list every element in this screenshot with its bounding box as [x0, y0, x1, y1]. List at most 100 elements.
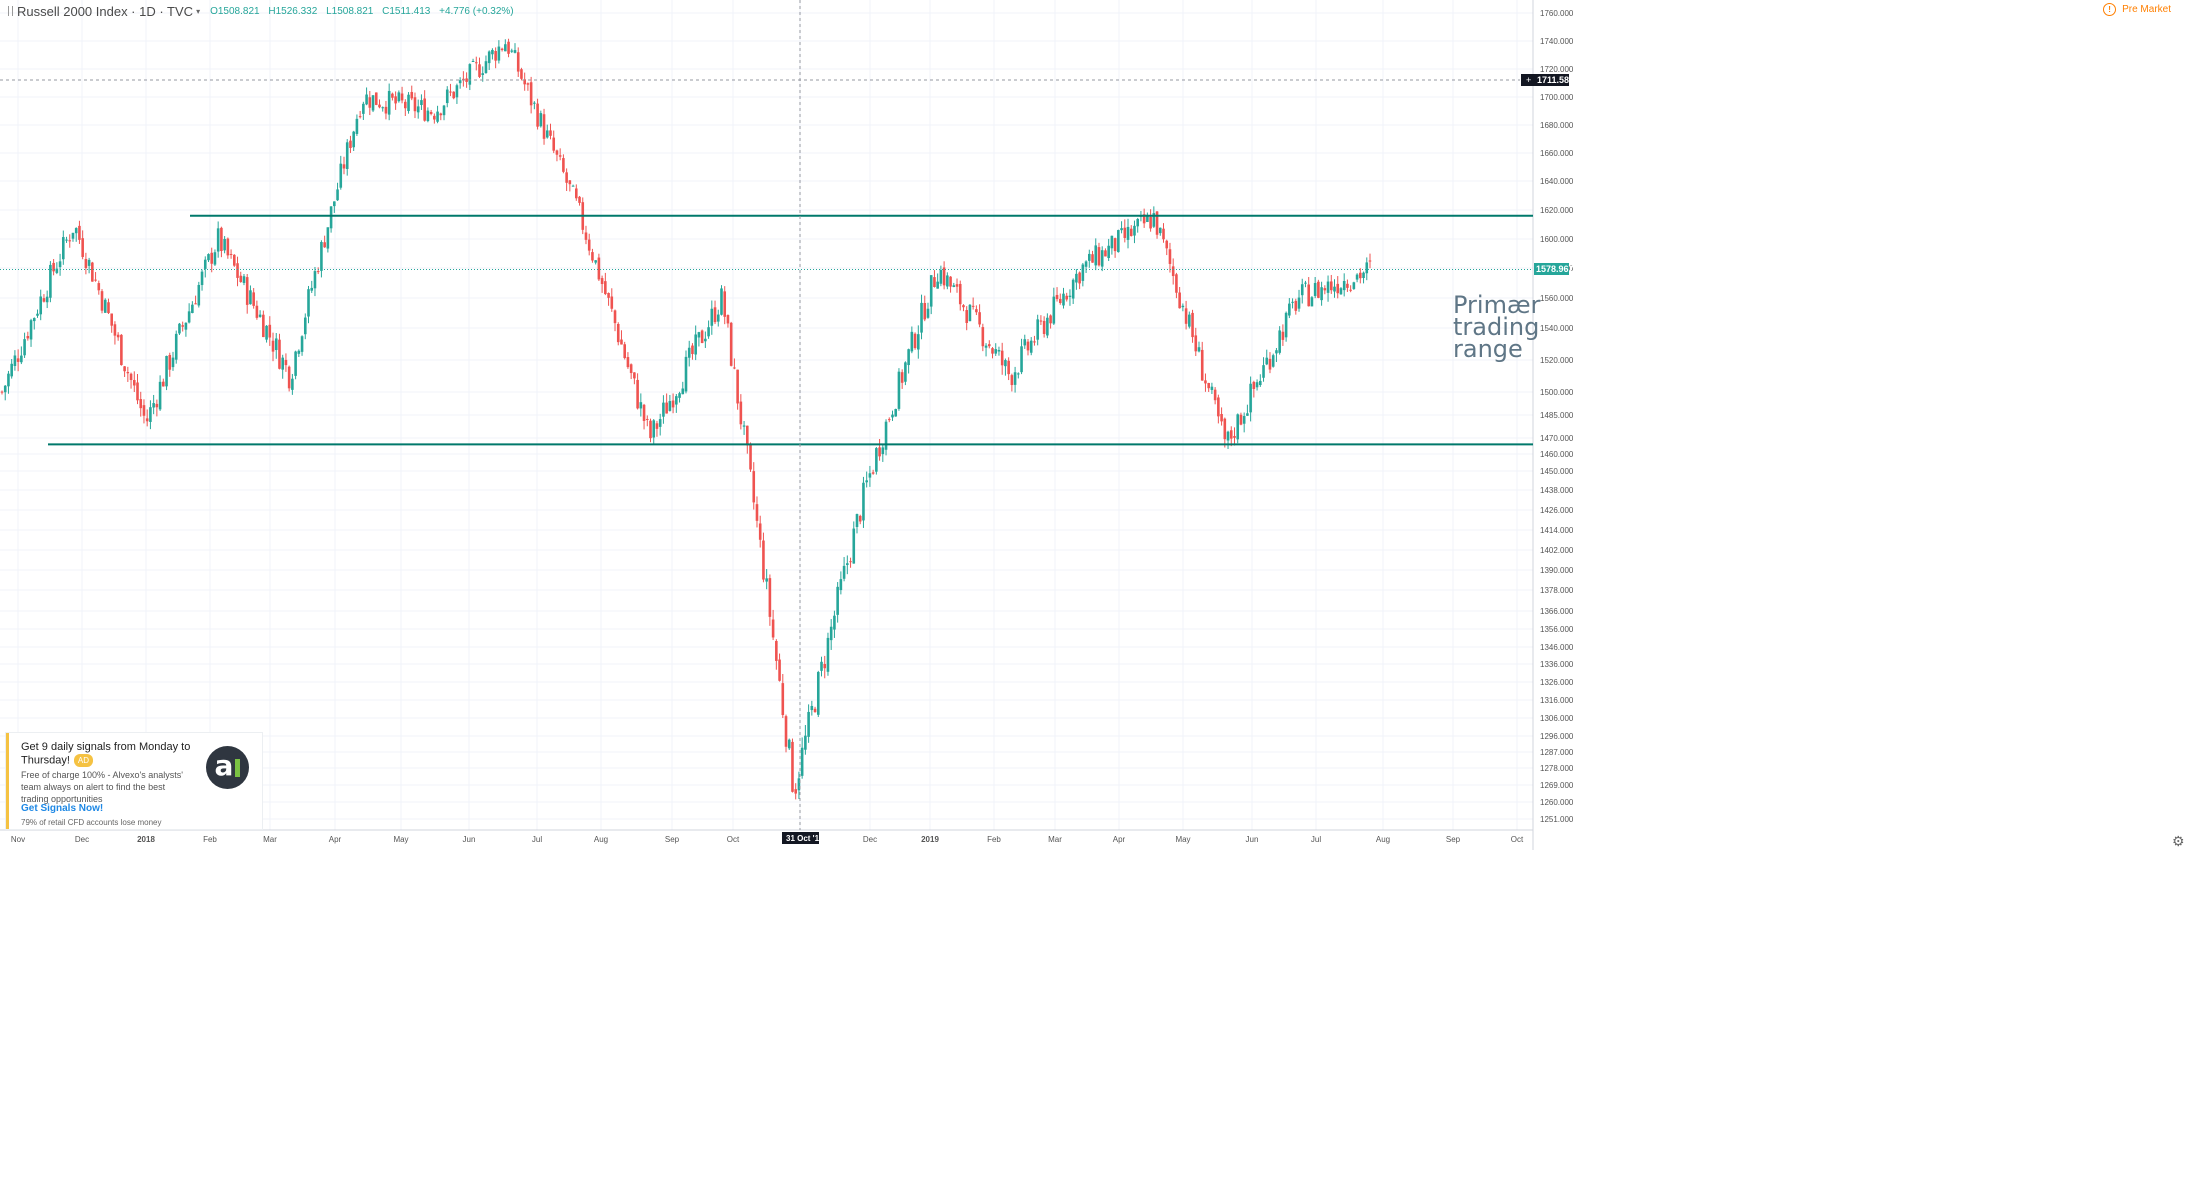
price-tick-label: 1620.000 — [1540, 206, 1574, 215]
price-tick-label: 1287.000 — [1540, 748, 1574, 757]
candle-body — [297, 350, 301, 354]
candle-body — [713, 307, 717, 323]
symbol-title[interactable]: Russell 2000 Index · 1D · TVC — [17, 3, 194, 19]
candle-body — [265, 325, 268, 340]
alvexo-logo-icon[interactable]: a — [206, 746, 249, 789]
chevron-down-icon[interactable]: ▾ — [196, 6, 201, 16]
price-axis[interactable]: 1760.000 1740.000 1720.000 1700.000 1680.000… — [1540, 9, 1574, 824]
candle-body — [1255, 382, 1259, 388]
candle-body — [174, 333, 178, 360]
candle-body — [1033, 341, 1036, 343]
svg-text:+: + — [1526, 75, 1531, 85]
candle-body — [478, 64, 481, 77]
candle-body — [78, 225, 81, 240]
high-value: H1526.332 — [268, 5, 318, 17]
candle-body — [642, 404, 646, 421]
candle-body — [1197, 347, 1201, 352]
price-tick-label: 1680.000 — [1540, 121, 1574, 130]
candle-body — [742, 425, 746, 427]
candle-body — [904, 362, 907, 382]
trading-range-lines[interactable] — [0, 214, 1533, 446]
candle-body — [604, 281, 607, 295]
candle-body — [213, 252, 217, 265]
candle-body — [374, 92, 378, 105]
candle-body — [500, 48, 504, 51]
candle-body — [900, 372, 904, 383]
candle-body — [1359, 272, 1362, 279]
premarket-indicator[interactable]: ! Pre Market — [2103, 3, 2171, 16]
candle-body — [542, 114, 546, 139]
svg-text:1711.589: 1711.589 — [1537, 75, 1574, 85]
candle-body — [787, 739, 791, 749]
candle-body — [652, 420, 656, 438]
candle-body — [45, 296, 49, 303]
price-tick-label: 1260.000 — [1540, 798, 1574, 807]
chart-annotation[interactable]: Primær trading range — [1453, 293, 1540, 361]
price-tick-label: 1426.000 — [1540, 506, 1574, 515]
candle-body — [1000, 350, 1004, 366]
price-tick-label: 1470.000 — [1540, 434, 1574, 443]
candle-body — [491, 49, 494, 55]
candle-body — [649, 420, 652, 439]
candle-body — [565, 172, 568, 183]
candle-body — [7, 373, 10, 387]
candle-body — [523, 79, 526, 85]
candle-body — [178, 323, 181, 334]
candle-body — [807, 711, 810, 737]
time-axis[interactable]: NovDec2018FebMarAprMayJunJulAugSepOctNov… — [11, 835, 1524, 844]
candle-body — [575, 188, 578, 199]
candle-body — [607, 292, 610, 298]
candle-body — [226, 238, 230, 256]
candle-body — [826, 637, 830, 672]
candle-body — [533, 102, 536, 104]
candle-body — [1029, 340, 1033, 353]
candle-body — [203, 259, 207, 269]
candle-body — [1223, 418, 1227, 440]
candle-body — [152, 403, 155, 408]
candle-body — [923, 302, 927, 320]
candle-body — [684, 356, 688, 392]
price-tick-label: 1500.000 — [1540, 388, 1574, 397]
candle-body — [494, 51, 497, 61]
candle-body — [181, 325, 184, 327]
candle-body — [733, 367, 736, 369]
candle-body — [1191, 312, 1194, 338]
candle-body — [1107, 245, 1110, 259]
candle-body — [355, 118, 359, 134]
candle-body — [1300, 284, 1304, 296]
candle-body — [697, 332, 701, 338]
price-tick-label: 1402.000 — [1540, 546, 1574, 555]
bars-icon[interactable] — [8, 6, 13, 16]
price-tick-label: 1450.000 — [1540, 467, 1574, 476]
candle-body — [281, 357, 284, 370]
candle-body — [474, 62, 478, 64]
get-signals-link[interactable]: Get Signals Now! — [21, 803, 104, 814]
candle-body — [303, 317, 307, 335]
candle-body — [1317, 281, 1320, 298]
candle-body — [433, 115, 436, 120]
candle-body — [158, 381, 162, 410]
candle-body — [1042, 320, 1046, 334]
candle-body — [917, 334, 920, 350]
candle-body — [1313, 282, 1317, 296]
ad-banner[interactable]: Get 9 daily signals from Monday to Thurs… — [6, 733, 262, 829]
candle-body — [971, 305, 975, 307]
candle-body — [255, 305, 259, 318]
candle-body — [113, 324, 117, 336]
candle-body — [1339, 288, 1343, 295]
gear-icon[interactable]: ⚙ — [2172, 833, 2185, 849]
candle-body — [846, 563, 849, 565]
ad-disclaimer: 79% of retail CFD accounts lose money — [21, 818, 162, 827]
candle-body — [833, 615, 836, 630]
candle-body — [633, 372, 636, 379]
candle-body — [855, 514, 859, 528]
candle-body — [449, 91, 452, 93]
candle-body — [749, 443, 752, 470]
candle-body — [520, 69, 523, 79]
price-tick-label: 1251.000 — [1540, 815, 1574, 824]
time-tick-label: Jul — [532, 835, 542, 844]
candle-body — [236, 263, 239, 278]
price-tick-label: 1296.000 — [1540, 732, 1574, 741]
candle-body — [1036, 319, 1039, 340]
